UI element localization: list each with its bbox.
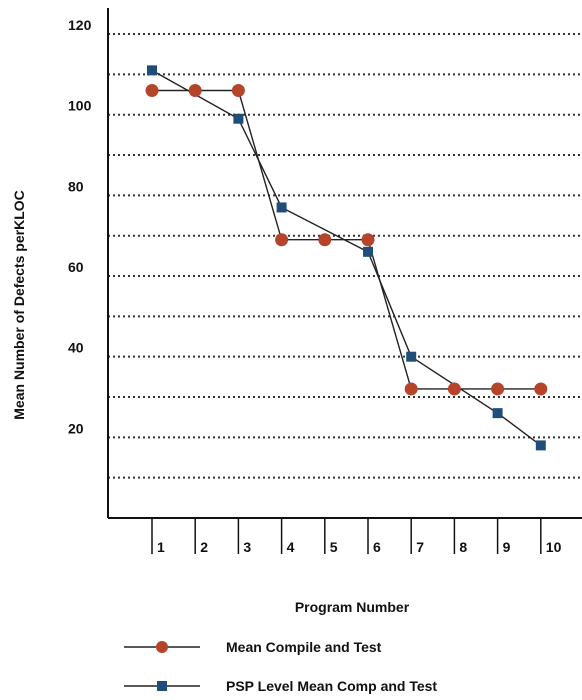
y-tick-label: 60 [68,259,84,275]
y-tick-label: 40 [68,340,84,356]
point-psp-level [147,65,157,76]
point-mean-compile [145,84,159,98]
point-psp-level [233,113,244,124]
point-psp-level [406,351,417,362]
series-line-0 [152,89,541,390]
x-tick-label: 5 [330,539,338,555]
point-mean-compile [318,233,332,247]
legend: Mean Compile and Test PSP Level Mean Com… [124,639,437,694]
x-axis-title: Program Number [295,599,410,615]
y-axis-title: Mean Number of Defects perKLOC [11,190,27,419]
x-tick-label: 7 [416,539,424,555]
x-tick-label: 1 [157,539,165,555]
point-mean-compile [447,382,461,396]
point-psp-level [276,202,287,213]
x-tick-label: 8 [459,539,467,555]
point-mean-compile [404,382,418,396]
point-mean-compile [491,382,505,396]
y-tick-label: 100 [68,98,92,114]
legend-item-mean-compile: Mean Compile and Test [124,639,382,655]
point-mean-compile [361,233,375,247]
point-psp-level [492,408,503,419]
x-tick-label: 9 [503,539,511,555]
x-ticks: 1 2 3 4 5 6 7 8 9 10 [151,518,562,555]
point-psp-level [363,246,373,257]
point-mean-compile [275,233,289,247]
legend-marker-square [157,681,167,691]
point-mean-compile [534,382,548,396]
legend-item-psp-level: PSP Level Mean Comp and Test [124,678,437,694]
point-mean-compile [188,84,202,98]
legend-label-mean-compile: Mean Compile and Test [226,639,382,655]
x-tick-label: 6 [373,539,381,555]
point-mean-compile [231,84,245,98]
series-lines [151,69,542,446]
x-tick-label: 4 [287,539,295,555]
x-tick-label: 10 [546,539,562,555]
x-tick-label: 3 [243,539,251,555]
y-tick-label: 120 [68,17,92,33]
x-tick-label: 2 [200,539,208,555]
legend-marker-circle [156,641,168,653]
series-markers [145,65,548,451]
legend-label-psp-level: PSP Level Mean Comp and Test [226,678,437,694]
y-tick-labels: 20 40 60 80 100 120 [68,17,92,436]
grid-lines [108,33,582,479]
y-tick-label: 80 [68,178,84,194]
y-tick-label: 20 [68,420,84,436]
axes [107,8,582,519]
point-psp-level [535,440,546,451]
